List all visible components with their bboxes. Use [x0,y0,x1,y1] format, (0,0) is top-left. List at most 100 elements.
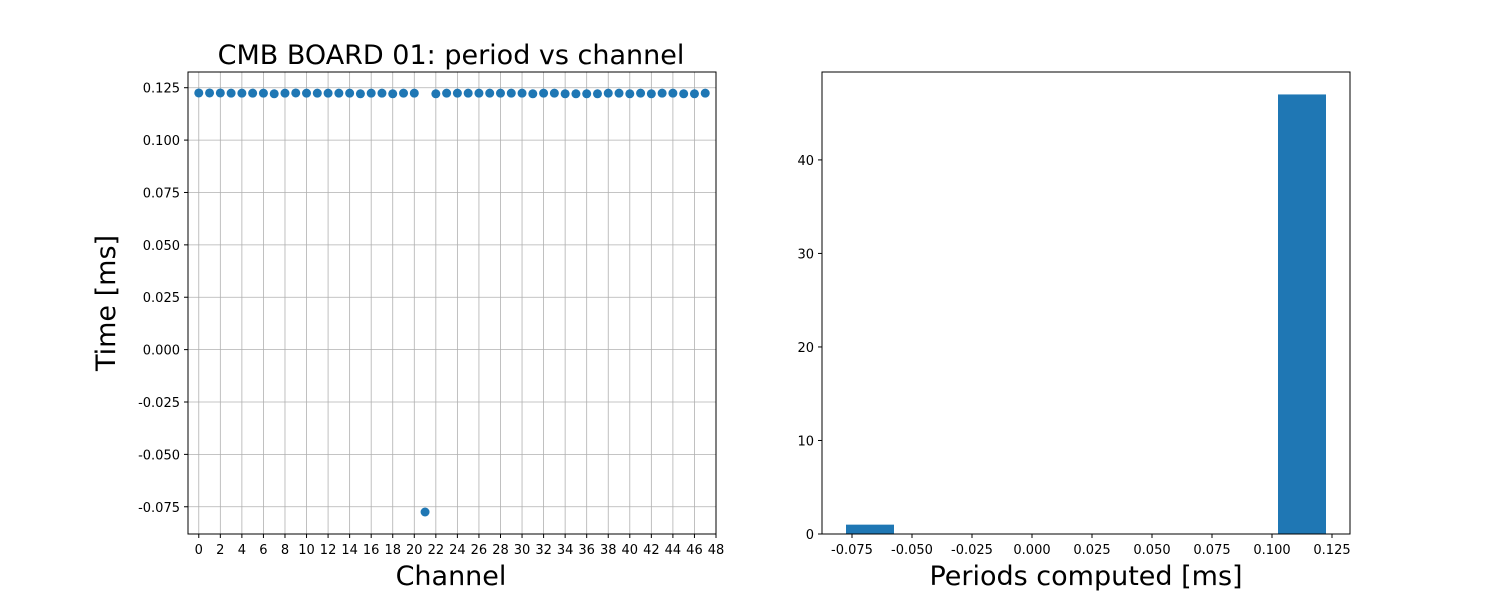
data-point [345,88,355,98]
y-tick-label: 10 [797,434,814,449]
x-tick-label: 38 [600,543,617,558]
x-tick-label: 24 [449,543,466,558]
data-point [409,88,419,98]
data-point [269,89,279,99]
x-tick-label: 36 [578,543,595,558]
data-point [226,88,236,98]
x-tick-label: 0.000 [1013,543,1050,558]
x-tick-label: 48 [708,543,725,558]
x-tick-label: 12 [320,543,337,558]
x-tick-label: -0.050 [891,543,933,558]
data-point [528,89,538,99]
histogram-axes-frame [821,71,1351,535]
data-point [420,507,430,517]
x-tick-label: 32 [535,543,552,558]
data-point [689,89,699,99]
scatter-points [194,88,710,517]
data-point [366,88,376,98]
data-point [399,88,409,98]
data-point [431,89,441,99]
y-tick-label: 0.075 [143,186,180,201]
data-point [506,88,516,98]
x-tick-label: -0.075 [831,543,873,558]
scatter-x-ticks: 0 2 4 6 8 10 12 14 16 18 20 22 24 26 28 30 32 34 36 38 40 42 4… [195,534,725,558]
histogram-x-axis-label: Periods computed [ms] [929,561,1242,592]
x-tick-label: 0.025 [1073,543,1110,558]
data-point [646,89,656,99]
data-point [388,89,398,99]
data-point [560,89,570,99]
data-point [452,88,462,98]
scatter-axes-frame [187,71,717,535]
data-point [280,88,290,98]
data-point [495,88,505,98]
data-point [549,88,559,98]
scatter-y-axis-label: Time [ms] [91,235,122,372]
scatter-y-ticks: 0.125 0.100 0.075 0.050 0.025 0.000 -0.025 -0.0… [138,82,188,516]
histogram-plot: -0.075 -0.050 -0.025 0.000 0.025 0.050 0.075 0.… [797,71,1351,592]
data-point [474,88,484,98]
data-point [614,88,624,98]
data-point [355,89,365,99]
data-point [215,88,225,98]
data-point [539,88,549,98]
x-tick-label: 30 [514,543,531,558]
y-tick-label: 40 [797,154,814,169]
x-tick-label: 16 [363,543,380,558]
scatter-title: CMB BOARD 01: period vs channel [218,40,685,71]
data-point [442,88,452,98]
x-tick-label: 42 [643,543,660,558]
data-point [571,89,581,99]
data-point [582,89,592,99]
data-point [302,88,312,98]
data-point [194,88,204,98]
x-tick-label: 44 [665,543,682,558]
data-point [517,88,527,98]
data-point [463,88,473,98]
y-tick-label: 0.050 [143,239,180,254]
x-tick-label: 2 [216,543,224,558]
data-point [323,88,333,98]
data-point [592,89,602,99]
x-tick-label: 22 [428,543,445,558]
x-tick-label: 0.125 [1313,543,1350,558]
x-tick-label: 6 [259,543,267,558]
data-point [248,88,258,98]
y-tick-label: 20 [797,341,814,356]
histogram-bars [846,94,1326,534]
data-point [377,88,387,98]
x-tick-label: 26 [471,543,488,558]
y-tick-label: 0 [806,528,814,543]
x-tick-label: 20 [406,543,423,558]
scatter-plot: CMB BOARD 01: period vs channel 0 2 4 6 8 10 1… [91,40,724,592]
data-point [603,88,613,98]
data-point [636,88,646,98]
scatter-grid [188,72,717,534]
x-tick-label: 4 [238,543,246,558]
y-tick-label: 0.125 [143,82,180,97]
x-tick-label: 8 [281,543,289,558]
y-tick-label: 0.025 [143,291,180,306]
x-tick-label: 0.075 [1193,543,1230,558]
y-tick-label: -0.075 [138,501,180,516]
data-point [205,88,215,98]
y-tick-label: 30 [797,247,814,262]
y-tick-label: 0.100 [143,134,180,149]
data-point [291,88,301,98]
y-tick-label: -0.050 [138,448,180,463]
y-tick-label: 0.000 [143,344,180,359]
data-point [679,89,689,99]
data-point [485,88,495,98]
x-tick-label: 28 [492,543,509,558]
data-point [237,88,247,98]
x-tick-label: 46 [686,543,703,558]
x-tick-label: 0.050 [1133,543,1170,558]
histogram-bar [846,524,894,534]
x-tick-label: -0.025 [951,543,993,558]
histogram-x-ticks: -0.075 -0.050 -0.025 0.000 0.025 0.050 0.075 0.… [831,534,1351,558]
x-tick-label: 40 [622,543,639,558]
histogram-y-ticks: 0 10 20 30 40 [797,154,822,543]
x-tick-label: 14 [341,543,358,558]
x-tick-label: 18 [384,543,401,558]
